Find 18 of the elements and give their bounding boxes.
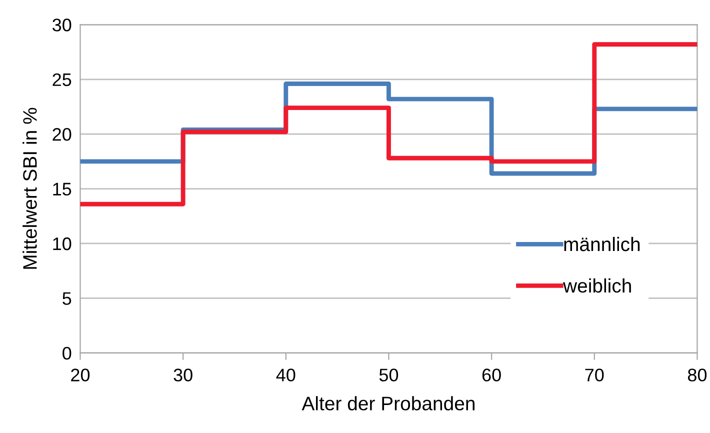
x-tick-label: 60: [482, 368, 501, 382]
legend-label: weiblich: [562, 278, 631, 293]
x-tick-label: 70: [585, 368, 604, 382]
y-axis-title: Mittelwert SBI in %: [22, 108, 37, 269]
x-tick-label: 40: [276, 368, 296, 382]
x-tick-label: 50: [379, 368, 398, 382]
x-axis-title: Alter der Probanden: [302, 396, 474, 410]
y-tick-label: 5: [62, 292, 72, 305]
y-tick-label: 30: [52, 18, 72, 32]
y-tick-label: 15: [53, 182, 72, 196]
y-tick-label: 25: [52, 73, 72, 86]
x-tick-label: 20: [71, 368, 90, 382]
y-tick-label: 20: [52, 128, 72, 141]
x-tick-label: 80: [688, 368, 707, 382]
y-tick-label: 0: [62, 346, 72, 360]
y-tick-label: 10: [53, 237, 72, 250]
x-tick-label: 30: [174, 368, 192, 382]
legend-label: männlich: [564, 236, 640, 252]
